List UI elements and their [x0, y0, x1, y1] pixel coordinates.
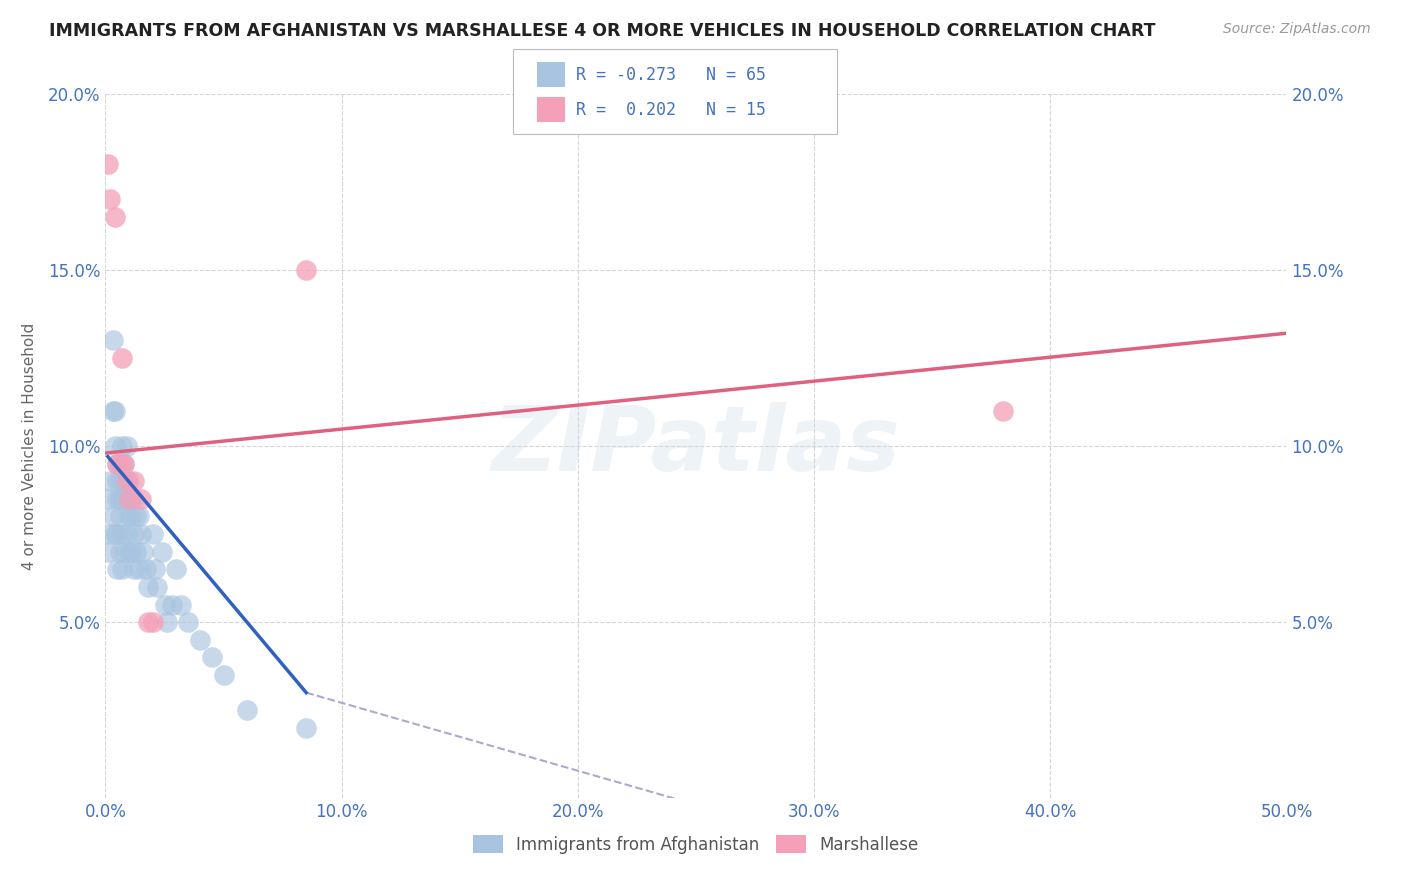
Point	[108, 491, 131, 506]
Point	[98, 475, 121, 489]
Point	[118, 475, 141, 489]
Point	[128, 562, 150, 576]
Point	[112, 544, 135, 558]
Point	[150, 544, 173, 558]
Point	[125, 544, 148, 558]
Point	[991, 403, 1014, 417]
Text: R =  0.202   N = 15: R = 0.202 N = 15	[576, 101, 766, 119]
Point	[146, 580, 169, 594]
Point	[143, 562, 166, 576]
Point	[111, 491, 134, 506]
Point	[104, 439, 127, 453]
Point	[108, 457, 131, 471]
Point	[142, 527, 165, 541]
Point	[104, 210, 127, 224]
Point	[104, 527, 127, 541]
Point	[104, 403, 127, 417]
Point	[105, 457, 128, 471]
Point	[295, 262, 318, 277]
Point	[120, 544, 142, 558]
Point	[111, 562, 134, 576]
Point	[132, 544, 155, 558]
Point	[115, 475, 138, 489]
Point	[120, 491, 142, 506]
Point	[128, 509, 150, 524]
Point	[105, 527, 128, 541]
Point	[160, 598, 183, 612]
Point	[129, 527, 152, 541]
Point	[108, 509, 131, 524]
Point	[170, 598, 193, 612]
Point	[125, 509, 148, 524]
Point	[112, 457, 135, 471]
Point	[118, 544, 141, 558]
Point	[101, 403, 124, 417]
Point	[97, 157, 120, 171]
Point	[156, 615, 179, 630]
Point	[201, 650, 224, 665]
Legend: Immigrants from Afghanistan, Marshallese: Immigrants from Afghanistan, Marshallese	[467, 829, 925, 861]
Point	[118, 491, 141, 506]
Point	[111, 457, 134, 471]
Point	[136, 580, 159, 594]
Point	[177, 615, 200, 630]
Point	[212, 668, 235, 682]
Point	[111, 439, 134, 453]
Point	[122, 491, 145, 506]
Point	[115, 439, 138, 453]
Point	[135, 562, 157, 576]
Text: IMMIGRANTS FROM AFGHANISTAN VS MARSHALLESE 4 OR MORE VEHICLES IN HOUSEHOLD CORRE: IMMIGRANTS FROM AFGHANISTAN VS MARSHALLE…	[49, 22, 1156, 40]
Point	[111, 351, 134, 365]
Point	[115, 475, 138, 489]
Point	[101, 333, 124, 347]
Text: ZIPatlas: ZIPatlas	[492, 402, 900, 490]
Point	[236, 703, 259, 717]
Point	[105, 475, 128, 489]
Y-axis label: 4 or more Vehicles in Household: 4 or more Vehicles in Household	[22, 322, 37, 570]
Point	[112, 475, 135, 489]
Point	[122, 475, 145, 489]
Point	[118, 491, 141, 506]
Point	[295, 721, 318, 735]
Point	[129, 491, 152, 506]
Point	[112, 491, 135, 506]
Point	[98, 192, 121, 206]
Point	[122, 562, 145, 576]
Point	[105, 491, 128, 506]
Point	[136, 615, 159, 630]
Point	[98, 527, 121, 541]
Point	[122, 527, 145, 541]
Text: R = -0.273   N = 65: R = -0.273 N = 65	[576, 66, 766, 84]
Point	[112, 457, 135, 471]
Point	[115, 527, 138, 541]
Point	[165, 562, 187, 576]
Point	[108, 475, 131, 489]
Point	[115, 491, 138, 506]
Text: Source: ZipAtlas.com: Source: ZipAtlas.com	[1223, 22, 1371, 37]
Point	[111, 527, 134, 541]
Point	[97, 491, 120, 506]
Point	[105, 562, 128, 576]
Point	[108, 544, 131, 558]
Point	[153, 598, 176, 612]
Point	[142, 615, 165, 630]
Point	[97, 544, 120, 558]
Point	[105, 457, 128, 471]
Point	[118, 509, 141, 524]
Point	[188, 632, 211, 647]
Point	[120, 509, 142, 524]
Point	[101, 509, 124, 524]
